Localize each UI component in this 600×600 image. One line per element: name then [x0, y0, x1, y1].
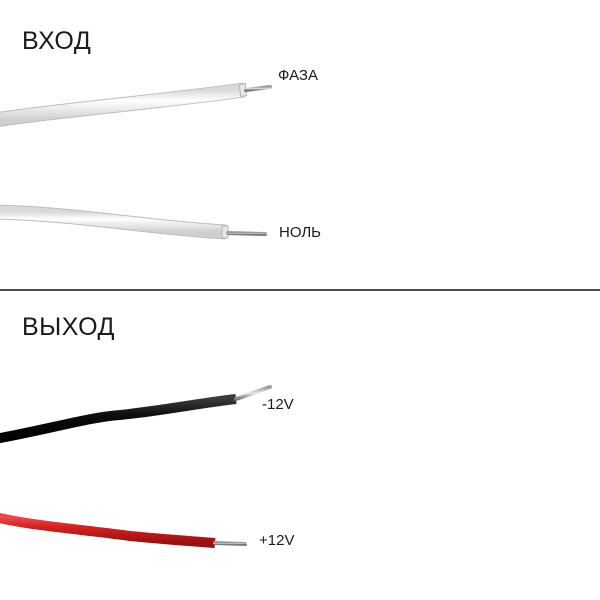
minus-12v-label: -12V [262, 396, 294, 413]
output-heading: ВЫХОД [22, 313, 115, 341]
output-section: ВЫХОД -12V +12V [0, 291, 600, 600]
input-section: ВХОД ФАЗА НОЛЬ [0, 0, 600, 290]
phase-label: ФАЗА [278, 67, 318, 84]
neutral-label: НОЛЬ [279, 224, 322, 241]
dc-wires-image [0, 385, 272, 548]
plus-12v-label: +12V [259, 532, 295, 549]
input-heading: ВХОД [22, 27, 92, 55]
section-divider [0, 289, 600, 291]
phase-wire-image [0, 82, 272, 240]
